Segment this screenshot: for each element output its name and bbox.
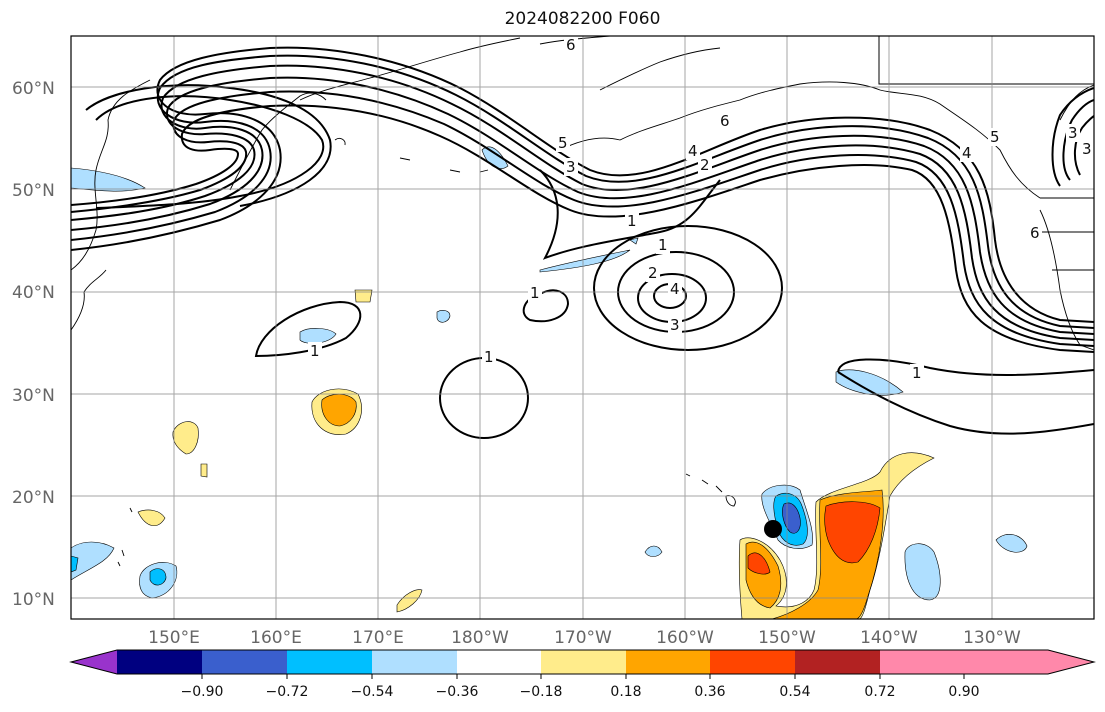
lon-label: 160°E — [250, 628, 302, 648]
colorbar-tick-label: −0.72 — [266, 684, 309, 700]
contour-label: 2 — [700, 156, 710, 174]
contour-label: 4 — [962, 144, 972, 162]
positive-anomaly-patch — [396, 589, 423, 613]
negative-anomaly-patch — [629, 237, 639, 245]
lon-label: 130°W — [963, 628, 1021, 648]
contour-label: 3 — [1082, 140, 1092, 158]
colorbar-tick-label: 0.72 — [864, 684, 895, 700]
negative-anomaly-core — [149, 568, 167, 586]
lon-label: 140°W — [860, 628, 918, 648]
contour-label: 1 — [484, 348, 494, 366]
colorbar-segment — [287, 650, 372, 674]
positive-anomaly-patch — [172, 421, 199, 455]
shaded-anomaly-fields — [71, 146, 1028, 619]
lat-label: 50°N — [12, 181, 55, 201]
negative-anomaly-patch — [71, 167, 146, 192]
negative-anomaly-patch — [299, 328, 337, 344]
lat-label: 40°N — [12, 283, 55, 303]
contour-labels: 6 5 4 3 2 1 1 1 1 1 1 2 3 4 3 4 5 6 3 6 — [308, 36, 1094, 382]
contour-label: 1 — [627, 212, 637, 230]
colorbar-tick-label: 0.54 — [779, 684, 810, 700]
lat-label: 20°N — [12, 488, 55, 508]
positive-anomaly-core — [824, 501, 881, 564]
colorbar-tick-label: 0.18 — [610, 684, 641, 700]
location-marker — [764, 520, 782, 538]
negative-anomaly-patch — [904, 543, 941, 601]
colorbar-segment — [202, 650, 287, 674]
contour-label: 1 — [912, 364, 922, 382]
lat-lon-gridlines — [71, 36, 1094, 619]
lon-label: 150°W — [758, 628, 816, 648]
contour-label: 1 — [530, 284, 540, 302]
map-frame — [70, 35, 1095, 620]
positive-anomaly-patch — [354, 289, 373, 303]
colorbar-segment — [795, 650, 880, 674]
contour-label: 3 — [566, 158, 576, 176]
lon-label: 150°E — [148, 628, 200, 648]
colorbar-tick-label: −0.18 — [520, 684, 563, 700]
negative-anomaly-patch — [436, 310, 451, 323]
contour-label: 5 — [558, 134, 568, 152]
contour-label: 3 — [670, 316, 680, 334]
contour-label: 1 — [310, 342, 320, 360]
colorbar-tick-label: −0.54 — [351, 684, 394, 700]
negative-anomaly-patch — [71, 541, 115, 581]
map-title: 2024082200 F060 — [504, 9, 661, 29]
negative-anomaly-patch — [995, 534, 1028, 553]
colorbar-outline — [69, 649, 1096, 675]
negative-anomaly-patch — [644, 545, 663, 557]
colorbar-segment — [117, 650, 202, 674]
contour-label: 3 — [1068, 124, 1078, 142]
colorbar-segment — [710, 650, 795, 674]
colorbar-extend-high — [964, 650, 1094, 674]
colorbar: −0.90 −0.72 −0.54 −0.36 −0.18 0.18 0.36 … — [69, 649, 1096, 700]
latitude-labels: 60°N 50°N 40°N 30°N 20°N 10°N — [12, 79, 55, 610]
contour-label: 4 — [670, 280, 680, 298]
lon-label: 180°W — [451, 628, 509, 648]
colorbar-segment — [372, 650, 457, 674]
lat-label: 10°N — [12, 590, 55, 610]
contour-label: 2 — [648, 264, 658, 282]
positive-anomaly-patch — [137, 509, 166, 526]
colorbar-segment — [541, 650, 626, 674]
positive-anomaly-core — [747, 552, 771, 575]
contour-label: 6 — [1030, 224, 1040, 242]
colorbar-extend-low — [71, 650, 117, 674]
contour-label: 5 — [990, 128, 1000, 146]
contour-label: 1 — [658, 236, 668, 254]
lon-label: 170°E — [352, 628, 404, 648]
colorbar-tick-label: −0.90 — [181, 684, 224, 700]
contour-label: 4 — [688, 142, 698, 160]
positive-anomaly-patch — [200, 463, 208, 478]
colorbar-tick-label: 0.90 — [948, 684, 979, 700]
negative-anomaly-patch — [835, 369, 904, 396]
lat-label: 30°N — [12, 386, 55, 406]
colorbar-segment — [626, 650, 710, 674]
colorbar-segment — [457, 650, 541, 674]
lat-label: 60°N — [12, 79, 55, 99]
negative-anomaly-core — [71, 555, 79, 573]
colorbar-tick-label: 0.36 — [694, 684, 725, 700]
colorbar-tick-label: −0.36 — [436, 684, 479, 700]
contour-label: 6 — [720, 112, 730, 130]
lon-label: 170°W — [554, 628, 612, 648]
negative-anomaly-patch — [539, 249, 631, 273]
political-borders — [878, 36, 1094, 271]
colorbar-segment — [880, 650, 964, 674]
lon-label: 160°W — [656, 628, 714, 648]
contour-label: 6 — [566, 36, 576, 54]
longitude-labels: 150°E 160°E 170°E 180°W 170°W 160°W 150°… — [148, 628, 1021, 648]
